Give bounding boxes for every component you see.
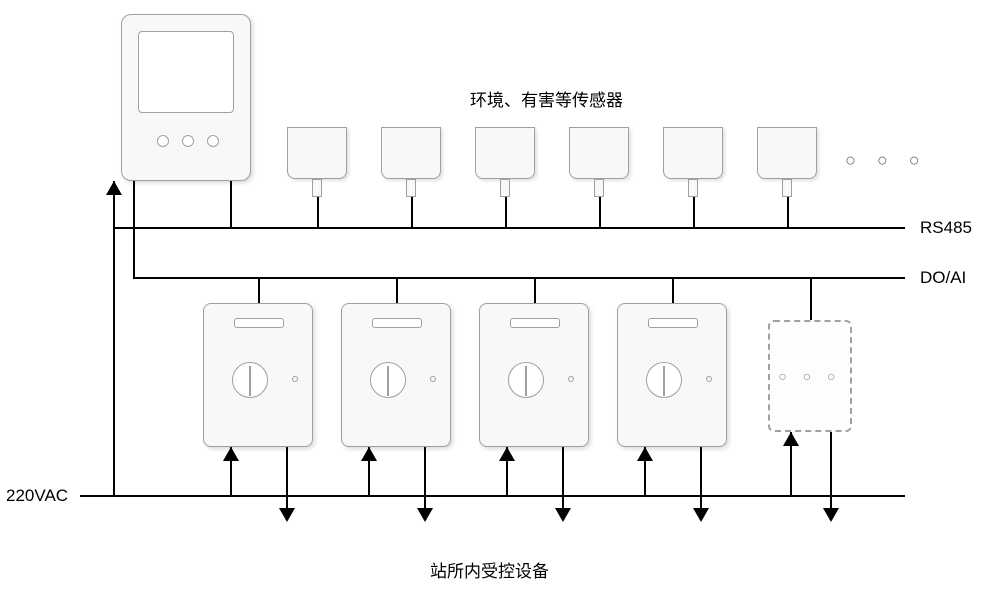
arrow-up-icon: [783, 432, 799, 446]
control-power-out-line: [830, 432, 832, 519]
rotary-switch-icon: [370, 362, 406, 398]
controller-power-line: [113, 181, 115, 495]
sensors-title: 环境、有害等传感器: [470, 86, 623, 111]
control-box: [203, 303, 313, 447]
control-box: [341, 303, 451, 447]
sensor-drop: [599, 197, 601, 227]
arrow-down-icon: [823, 508, 839, 522]
controller-panel: [121, 14, 251, 181]
controller-rs485-line: [230, 181, 232, 227]
sensor-drop: [693, 197, 695, 227]
arrow-down-icon: [555, 508, 571, 522]
sensor-drop: [317, 197, 319, 227]
control-doai-line: [672, 277, 674, 303]
arrow-down-icon: [417, 508, 433, 522]
control-box-placeholder: ○ ○ ○: [768, 320, 852, 432]
arrow-down-icon: [279, 508, 295, 522]
arrow-down-icon: [693, 508, 709, 522]
sensor-stem: [500, 179, 510, 197]
sensor-unit: [381, 127, 441, 179]
controller-knob: [157, 135, 169, 147]
sensor-drop: [411, 197, 413, 227]
control-box: [479, 303, 589, 447]
doai-bus: [133, 277, 905, 279]
rs485-label: RS485: [920, 218, 972, 238]
arrow-up-icon: [361, 447, 377, 461]
vac-bus: [80, 495, 905, 497]
sensor-stem: [594, 179, 604, 197]
control-doai-line: [534, 277, 536, 303]
vac-label: 220VAC: [6, 486, 68, 506]
sensor-drop: [505, 197, 507, 227]
sensor-unit: [569, 127, 629, 179]
sensor-stem: [782, 179, 792, 197]
sensor-drop: [787, 197, 789, 227]
sensor-unit: [663, 127, 723, 179]
sensor-unit: [287, 127, 347, 179]
sensor-stem: [688, 179, 698, 197]
rs485-bus: [113, 227, 905, 229]
control-box: [617, 303, 727, 447]
control-doai-line: [810, 277, 812, 320]
rotary-switch-icon: [646, 362, 682, 398]
sensors-ellipsis: ○ ○ ○: [845, 150, 928, 171]
arrow-up-icon: [637, 447, 653, 461]
sensor-unit: [757, 127, 817, 179]
controller-screen: [138, 31, 234, 113]
controller-knob: [207, 135, 219, 147]
controller-doai-line: [133, 181, 135, 277]
controller-knob: [182, 135, 194, 147]
sensor-stem: [312, 179, 322, 197]
rotary-switch-icon: [232, 362, 268, 398]
doai-label: DO/AI: [920, 268, 966, 288]
controlled-title: 站所内受控设备: [430, 557, 549, 582]
control-doai-line: [396, 277, 398, 303]
control-doai-line: [258, 277, 260, 303]
rotary-switch-icon: [508, 362, 544, 398]
controller-power-arrow: [106, 181, 122, 195]
arrow-up-icon: [223, 447, 239, 461]
sensor-unit: [475, 127, 535, 179]
sensor-stem: [406, 179, 416, 197]
arrow-up-icon: [499, 447, 515, 461]
